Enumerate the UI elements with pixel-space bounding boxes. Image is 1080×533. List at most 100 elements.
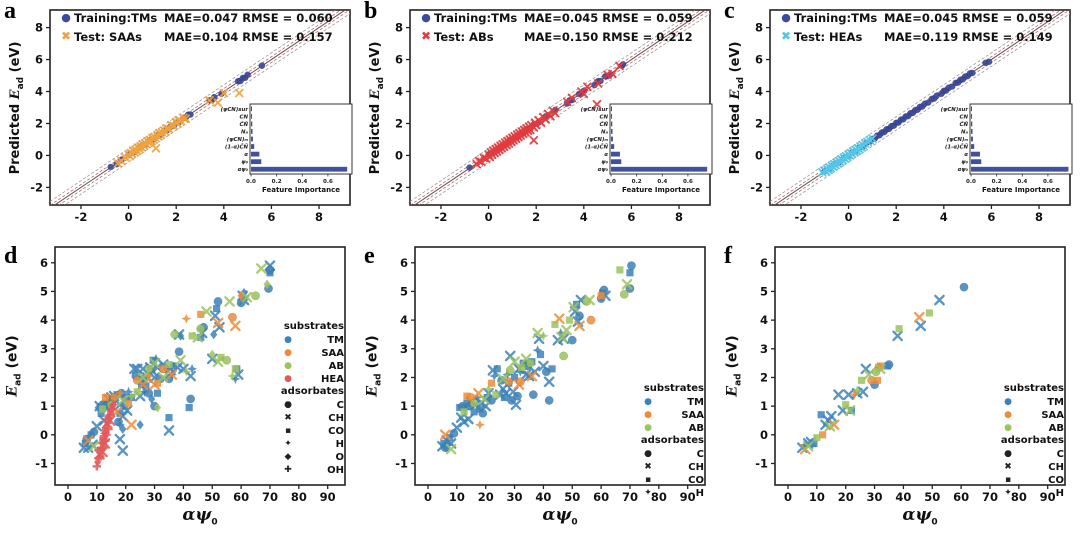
svg-text:8: 8	[315, 210, 323, 224]
legend-item-label: HEA	[321, 374, 344, 385]
svg-text:10: 10	[89, 490, 105, 504]
svg-text:8: 8	[395, 21, 403, 35]
legend-row: ● Training:TMs MAE=0.047 RMSE = 0.060	[58, 8, 332, 27]
ch-marker-icon: ✖	[644, 462, 652, 472]
parity-lines	[410, 10, 710, 205]
svg-text:(1-α)C̄N̄: (1-α)C̄N̄	[945, 144, 969, 151]
legend-item: ● C	[1000, 448, 1064, 461]
svg-text:3: 3	[400, 342, 408, 356]
legend-item: ● AB	[640, 422, 704, 435]
co-marker-icon: ▪	[1004, 475, 1012, 485]
c-marker-icon: ●	[1004, 449, 1012, 459]
svg-text:8: 8	[675, 210, 683, 224]
test-marker-icon: ✖	[60, 29, 72, 43]
tm-marker-icon: ●	[284, 335, 292, 345]
panel-e-letter: e	[364, 243, 375, 269]
panel-c-letter: c	[724, 0, 735, 24]
svg-text:0.2: 0.2	[992, 179, 1002, 185]
legend-item-label: AB	[688, 423, 704, 434]
svg-text:0.2: 0.2	[272, 179, 282, 185]
svg-text:20: 20	[118, 490, 134, 504]
legend-group-header: adsorbates	[1000, 435, 1064, 446]
test-marker-icon: ✖	[780, 29, 792, 43]
co-marker-icon: ▪	[284, 426, 292, 436]
svg-text:ψ₀: ψ₀	[241, 160, 248, 166]
training-marker-icon: ●	[421, 11, 431, 24]
legend-row: ● Training:TMs MAE=0.045 RMSE = 0.059	[778, 8, 1052, 27]
svg-text:4: 4	[940, 210, 948, 224]
training-marker-icon: ●	[61, 11, 71, 24]
svg-text:70: 70	[982, 490, 998, 504]
svg-text:α: α	[604, 152, 608, 158]
legend-item: ▪ CO	[640, 474, 704, 487]
svg-text:40: 40	[535, 490, 551, 504]
svg-text:90: 90	[680, 490, 696, 504]
legend-group-header: adsorbates	[280, 386, 344, 397]
legend-item: ● TM	[280, 334, 344, 347]
svg-text:ψ₀: ψ₀	[961, 160, 968, 166]
svg-text:70: 70	[622, 490, 638, 504]
saa-marker-icon: ●	[644, 410, 652, 420]
svg-text:2: 2	[760, 370, 768, 384]
ch-marker-icon: ✖	[1004, 462, 1012, 472]
svg-text:2: 2	[755, 116, 763, 130]
svg-text:0.6: 0.6	[683, 179, 693, 185]
tm-marker-icon: ●	[644, 397, 652, 407]
test-marker-icon: ✖	[420, 29, 432, 43]
svg-text:(ψCN)sur: (ψCN)sur	[221, 107, 249, 113]
panel-f: 0 10 20 30 40 50 60 70 80 90 -1 0 1 2 3 4 5 6 f Ead (eV) …	[720, 233, 1080, 533]
svg-text:6: 6	[760, 256, 768, 270]
legend-item-label: CO	[688, 475, 704, 486]
panel-d: 0 10 20 30 40 50 60 70 80 90 -1 0 1 2 3 4 5 6 d Ead (eV) …	[0, 233, 360, 533]
legend-item-label: CO	[328, 426, 344, 437]
svg-text:(ψCN)ₘ: (ψCN)ₘ	[587, 137, 609, 143]
svg-text:8: 8	[755, 21, 763, 35]
legend-row: ✖ Test: ABs MAE=0.150 RMSE = 0.212	[418, 27, 693, 46]
legend-item: ● HEA	[280, 373, 344, 386]
legend-group-header: substrates	[283, 321, 344, 332]
svg-text:0.0: 0.0	[606, 179, 616, 185]
panel-a-letter: a	[4, 0, 16, 24]
svg-text:2: 2	[532, 210, 540, 224]
h-marker-icon: ✦	[1004, 488, 1012, 498]
legend-item-label: TM	[687, 397, 704, 408]
legend-item: ● SAA	[280, 347, 344, 360]
svg-text:0: 0	[485, 210, 493, 224]
legend-item: ✖ CH	[640, 461, 704, 474]
legend-group-header: substrates	[1003, 383, 1064, 394]
svg-text:0: 0	[760, 428, 768, 442]
svg-text:0.4: 0.4	[657, 179, 667, 185]
svg-text:0.4: 0.4	[1017, 179, 1027, 185]
legend-item-label: O	[335, 452, 344, 463]
svg-text:3: 3	[40, 342, 48, 356]
panel-a-ylabel: Predicted Ead (eV)	[8, 41, 26, 175]
svg-text:4: 4	[760, 313, 768, 327]
panel-e-side-legend: substrates ● TM ● SAA ● AB adsorbates ● C ✖ CH ▪ CO ✦ H	[640, 383, 704, 500]
svg-text:4: 4	[400, 313, 408, 327]
svg-text:4: 4	[755, 85, 763, 99]
svg-text:C̄N̄: C̄N̄	[600, 121, 609, 128]
svg-text:0: 0	[35, 148, 43, 162]
svg-text:30: 30	[507, 490, 523, 504]
panel-c-ylabel: Predicted Ead (eV)	[728, 41, 746, 175]
legend-item-label: CH	[688, 462, 704, 473]
legend-item-label: TM	[327, 335, 344, 346]
panel-b: -2 0 2 4 6 8 -2 0 2 4 6 8 (ψCN)sur CN C̄N̄ Nₐ (ψCN)ₘ (1-α…	[360, 0, 720, 232]
legend-item-label: CH	[1048, 462, 1064, 473]
svg-text:8: 8	[35, 21, 43, 35]
svg-text:4: 4	[395, 85, 403, 99]
ch-marker-icon: ✖	[284, 413, 292, 423]
panel-e-xlabel: αψ0	[542, 505, 578, 528]
svg-text:6: 6	[400, 256, 408, 270]
svg-text:C̄N̄: C̄N̄	[960, 121, 969, 128]
svg-text:αψ₀: αψ₀	[598, 167, 609, 173]
svg-text:Nₐ: Nₐ	[241, 129, 249, 135]
svg-text:30: 30	[147, 490, 163, 504]
feature-importance-inset: (ψCN)surCNC̄N̄Nₐ(ψCN)ₘ(1-α)C̄N̄αψ₀αψ₀0.0…	[941, 103, 1073, 194]
feature-importance-inset: (ψCN)surCNC̄N̄Nₐ(ψCN)ₘ(1-α)C̄N̄αψ₀αψ₀0.0…	[221, 103, 353, 194]
svg-text:60: 60	[233, 490, 249, 504]
panel-f-xlabel: αψ0	[902, 505, 938, 528]
svg-text:6: 6	[35, 53, 43, 67]
svg-text:0: 0	[424, 490, 432, 504]
